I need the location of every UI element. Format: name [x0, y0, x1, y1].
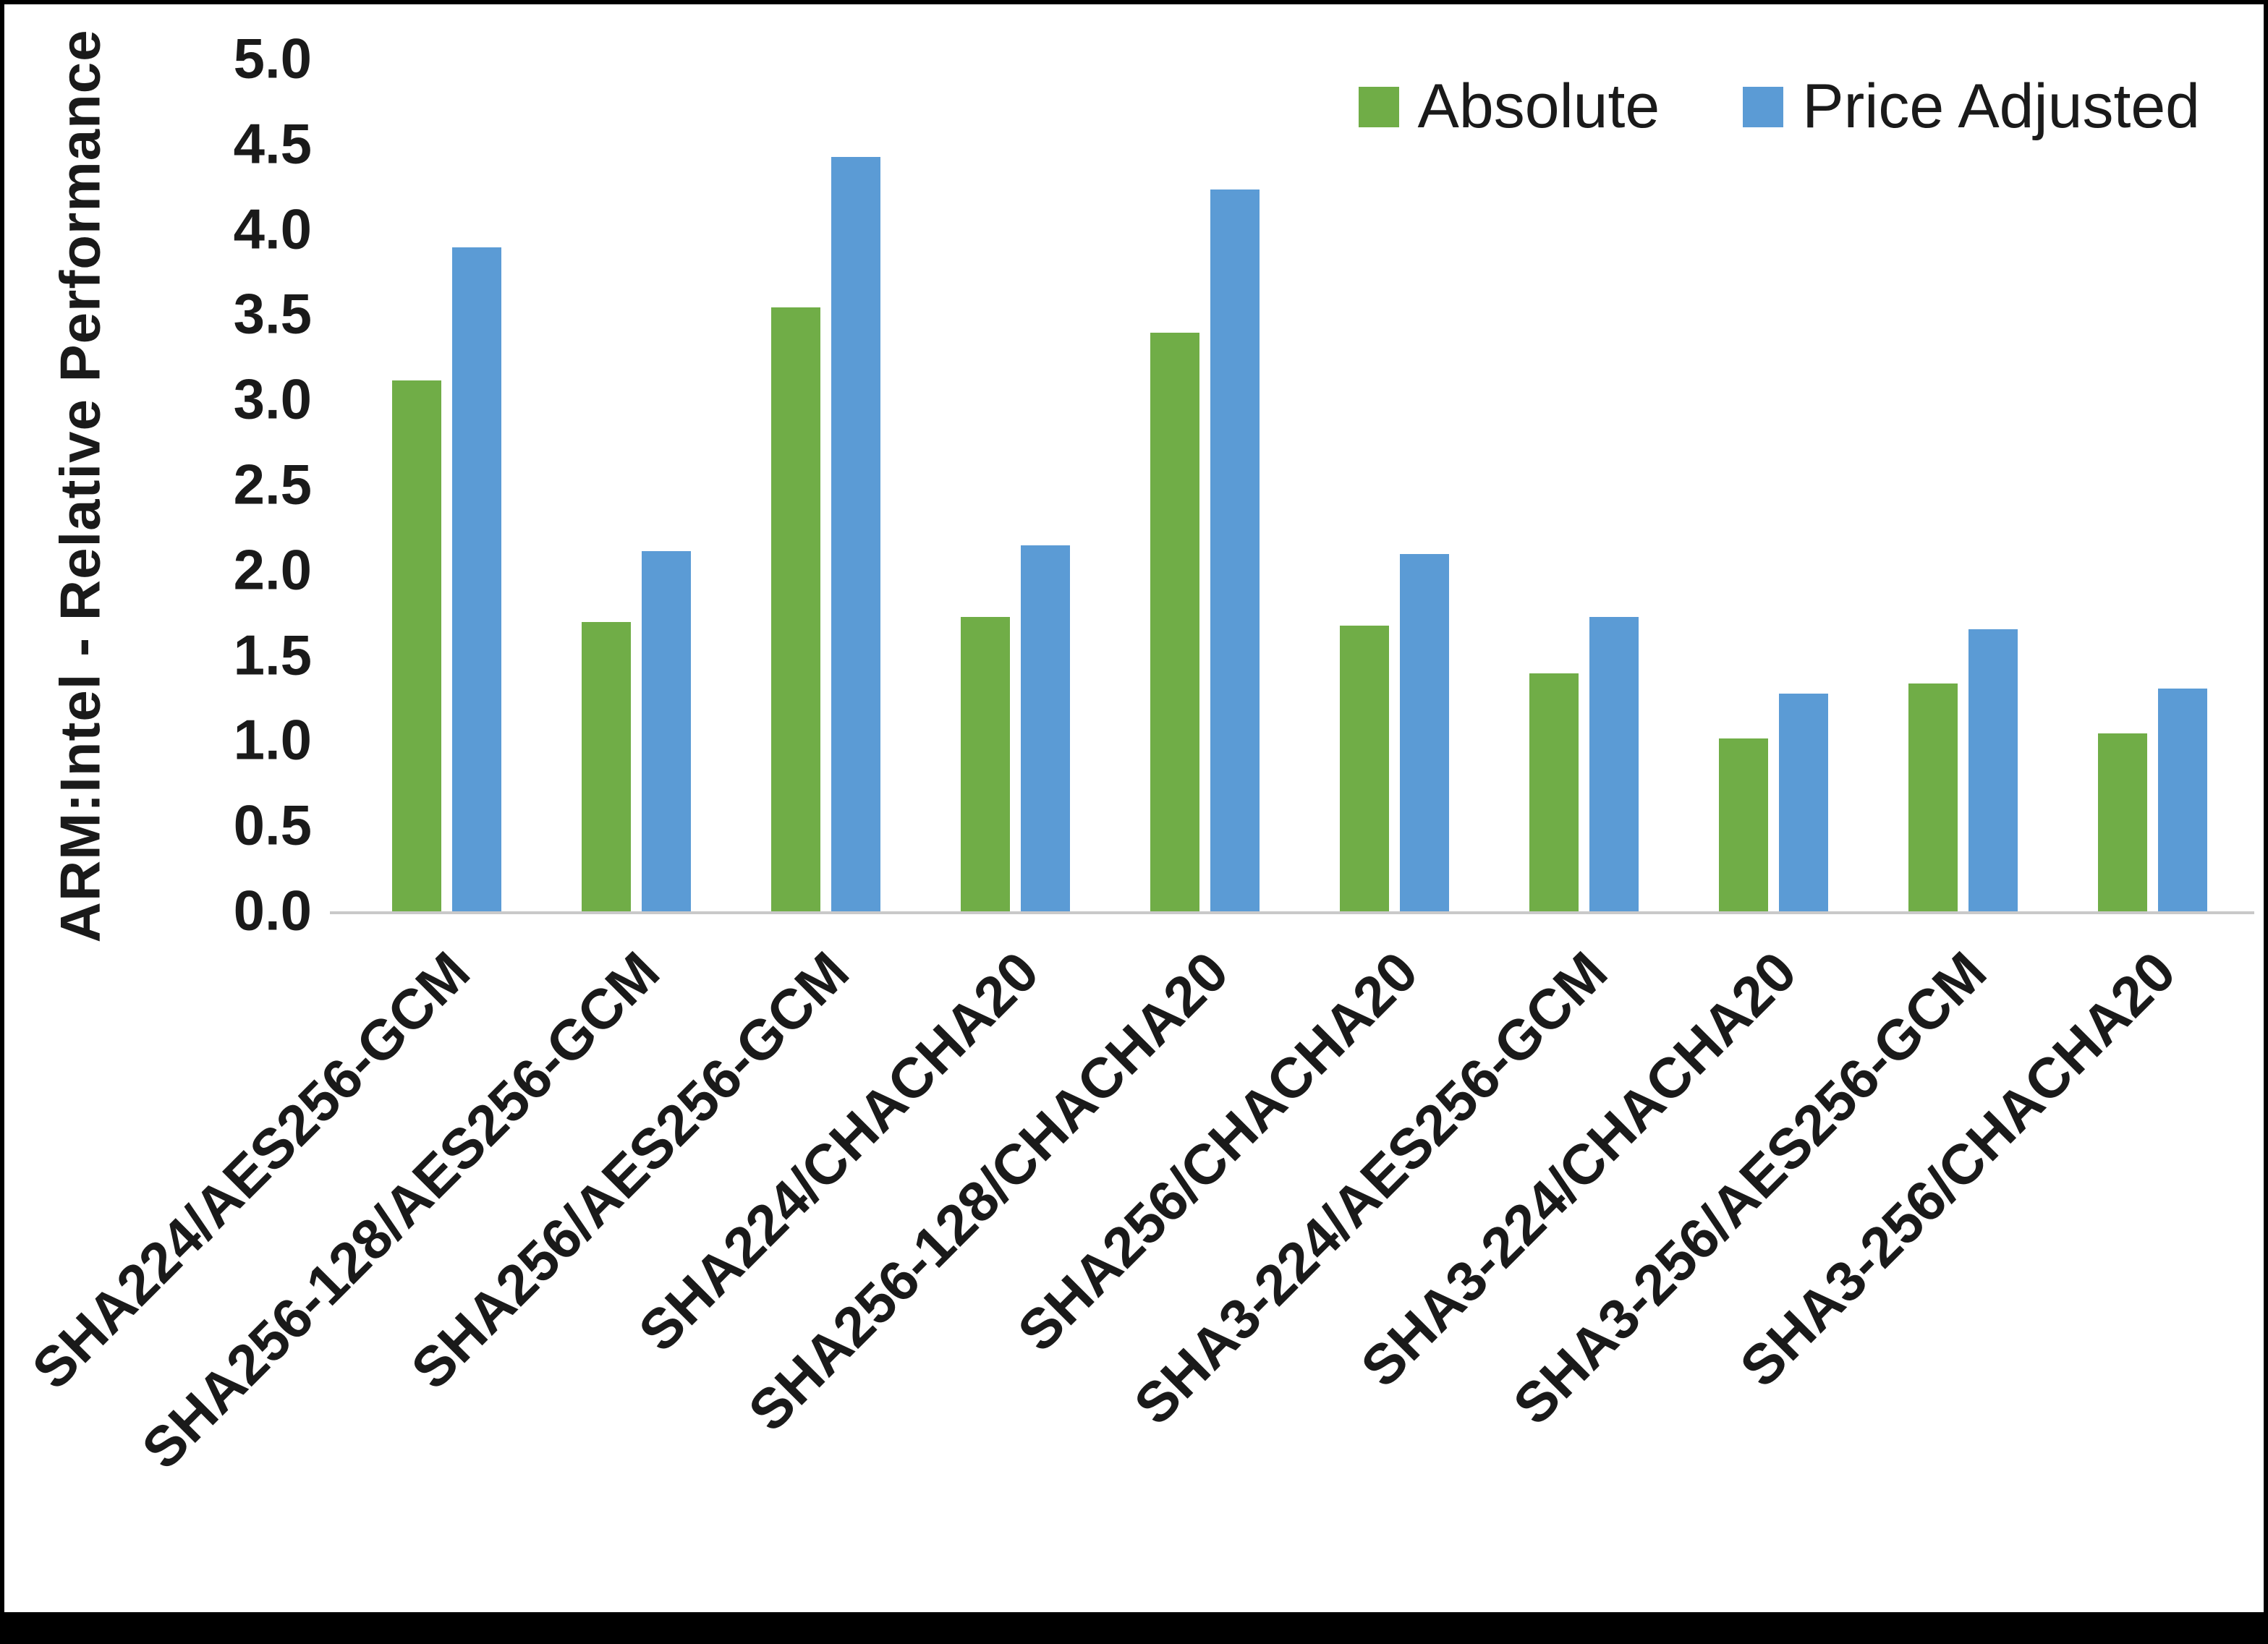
y-tick-label: 3.0 [233, 367, 312, 431]
y-tick-label: 5.0 [233, 26, 312, 90]
bar-price-adjusted [1210, 189, 1260, 912]
x-axis-category-label: SHA224/CHACHA20 [626, 939, 1050, 1364]
x-axis-category-label: SHA256/AES256-GCM [399, 939, 861, 1402]
y-tick-label: 1.5 [233, 623, 312, 687]
bar-absolute [1718, 738, 1768, 912]
bar-absolute [2097, 733, 2147, 912]
bar-group [731, 60, 920, 912]
x-axis-category-label: SHA3-224/CHACHA20 [1349, 939, 1809, 1400]
y-tick-label: 3.5 [233, 282, 312, 346]
bar-absolute [1150, 332, 1199, 912]
x-axis-category-label: SHA256-128/AES256-GCM [129, 939, 671, 1481]
bar-group [1678, 60, 1868, 912]
y-tick-label: 4.0 [233, 197, 312, 261]
bar-price-adjusted [1968, 629, 2018, 912]
bar-absolute [960, 617, 1010, 912]
y-tick-label: 1.0 [233, 708, 312, 772]
bar-price-adjusted [641, 550, 691, 912]
y-tick-label: 2.5 [233, 452, 312, 516]
legend-label: Price Adjusted [1802, 72, 2200, 141]
legend-item-price-adjusted: Price Adjusted [1743, 71, 2200, 142]
y-tick-label: 0.0 [233, 878, 312, 942]
bar-price-adjusted [1399, 554, 1449, 912]
bar-group [1299, 60, 1489, 912]
x-axis-category-label: SHA3-256/AES256-GCM [1500, 939, 1998, 1437]
bar-absolute [1908, 683, 1958, 912]
legend-label: Absolute [1417, 72, 1660, 141]
x-axis-category-label: SHA256-128/CHACHA20 [736, 939, 1240, 1444]
legend-swatch-icon [1743, 86, 1784, 127]
bar-price-adjusted [451, 247, 501, 912]
x-axis-category-label: SHA224/AES256-GCM [20, 939, 482, 1402]
y-tick-label: 4.5 [233, 111, 312, 176]
x-axis-category-label: SHA256/CHACHA20 [1005, 939, 1430, 1364]
bar-absolute [1529, 673, 1579, 912]
bar-price-adjusted [1020, 545, 1070, 912]
x-axis-category-label: SHA3-224/AES256-GCM [1121, 939, 1619, 1437]
bar-group [1868, 60, 2057, 912]
y-tick-label: 2.0 [233, 537, 312, 602]
bar-group [352, 60, 541, 912]
bar-price-adjusted [2157, 689, 2207, 912]
bar-price-adjusted [831, 157, 880, 912]
bar-absolute [770, 307, 820, 912]
bar-price-adjusted [1589, 617, 1639, 912]
legend-item-absolute: Absolute [1358, 71, 1660, 142]
bar-group [541, 60, 731, 912]
x-axis-line [330, 911, 2254, 914]
bar-group [920, 60, 1110, 912]
bar-price-adjusted [1778, 694, 1828, 912]
bar-group [2057, 60, 2247, 912]
bar-absolute [581, 622, 631, 912]
y-axis-tick-labels: 5.0 4.5 4.0 3.5 3.0 2.5 2.0 1.5 1.0 0.5 0.0 [120, 27, 312, 942]
legend: Absolute Price Adjusted [1358, 71, 2200, 142]
bar-absolute [391, 380, 441, 912]
legend-swatch-icon [1358, 86, 1399, 127]
bar-group [1110, 60, 1299, 912]
x-axis-category-label: SHA3-256/CHACHA20 [1728, 939, 2188, 1400]
bar-absolute [1339, 626, 1389, 912]
y-tick-label: 0.5 [233, 793, 312, 857]
y-axis-title: ARM:Intel - Relative Performance [48, 29, 112, 943]
plot-area [352, 60, 2247, 912]
bar-group [1489, 60, 1678, 912]
